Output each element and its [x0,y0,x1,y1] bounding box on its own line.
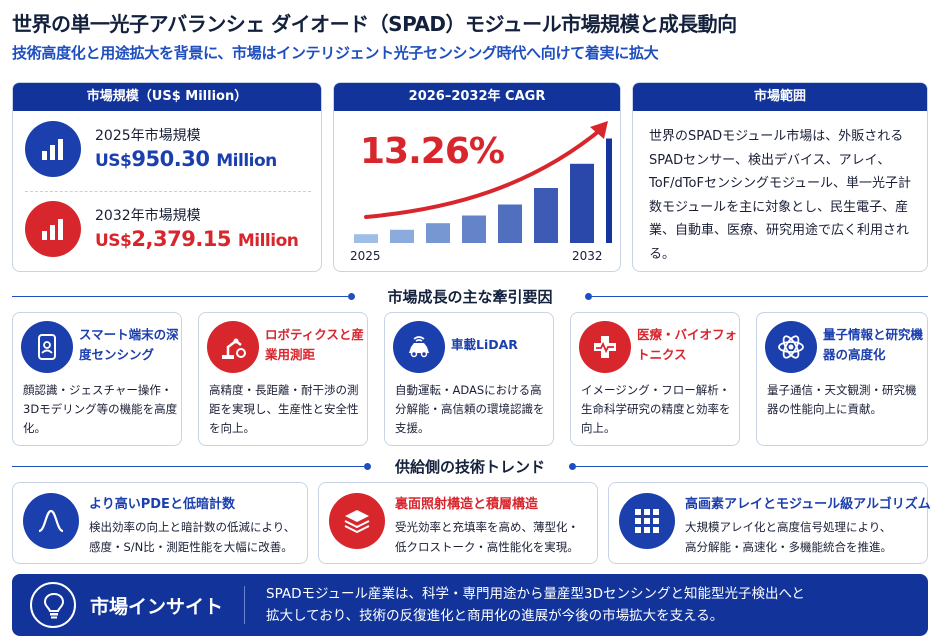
market-size-2025-value: US$950.30 Million [95,147,277,171]
tech-card-array: 高画素アレイとモジュール級アルゴリズム 大規模アレイ化と高度信号処理により、 高分… [608,482,931,564]
growth-arrow-head [590,121,608,139]
driver-card-medical: 医療・バイオフォトニクス イメージング・フロー解析・生命科学研究の精度と効率を向… [570,312,740,446]
robot-arm-icon [207,321,259,373]
tech-body: 大規模アレイ化と高度信号処理により、 高分解能・高速化・多機能統合を推進。 [685,520,892,554]
market-size-2025-row: 2025年市場規模 US$950.30 Million [25,117,315,187]
market-size-2032-row: 2032年市場規模 US$2,379.15 Million [25,197,315,267]
bar-chart-icon [25,121,81,177]
market-size-heading: 市場規模（US$ Million） [13,83,321,111]
bar-chart-icon [25,201,81,257]
cagr-bar [570,163,594,243]
driver-card-quantum: 量子情報と研究機器の高度化 量子通信・天文観測・研究機器の性能向上に貢献。 [756,312,928,446]
tech-title: 裏面照射構造と積層構造 [395,497,539,512]
market-size-2032-label: 2032年市場規模 [95,208,201,224]
market-scope-text: 世界のSPADモジュール市場は、外販されるSPADセンサー、検出デバイス、アレイ… [649,129,912,262]
cagr-start-year: 2025 [350,249,381,263]
tech-title: 高画素アレイとモジュール級アルゴリズム [685,497,931,512]
page-title: 世界の単一光子アバランシェ ダイオード（SPAD）モジュール市場規模と成長動向 [12,12,737,36]
drivers-heading-text: 市場成長の主な牽引要因 [387,288,553,306]
cagr-card: 2026–2032年 CAGR 13.26% 2025 2032 [333,82,621,272]
driver-title: ロボティクスと産業用測距 [265,327,364,362]
insight-title: 市場インサイト [90,596,224,618]
atom-icon [765,321,817,373]
tech-title: より高いPDEと低暗計数 [89,497,235,512]
driver-title: 量子情報と研究機器の高度化 [823,327,924,362]
cagr-end-year: 2032 [572,249,603,263]
car-lidar-icon [393,321,445,373]
driver-body: 高精度・長距離・耐干渉の測距を実現し、生産性と安全性を向上。 [209,383,359,435]
cagr-bar [498,204,522,243]
cagr-bar [354,234,378,243]
tech-body: 検出効率の向上と暗計数の低減により、 感度・S/N比・測距性能を大幅に改善。 [89,520,296,554]
tech-section-heading: 供給側の技術トレンド [12,456,928,476]
driver-title: 医療・バイオフォトニクス [637,327,738,362]
market-size-card: 市場規模（US$ Million） 2025年市場規模 US$950.30 Mi… [12,82,322,272]
page-subtitle: 技術高度化と用途拡大を背景に、市場はインテリジェント光子センシング時代へ向けて着… [12,44,659,62]
driver-card-robotics: ロボティクスと産業用測距 高精度・長距離・耐干渉の測距を実現し、生産性と安全性を… [198,312,368,446]
cagr-bar [534,188,558,243]
medical-cross-icon [579,321,631,373]
tech-card-bsi: 裏面照射構造と積層構造 受光効率と充填率を高め、薄型化・ 低クロストーク・高性能化… [318,482,598,564]
driver-card-smart-device: スマート端末の深度センシング 顔認識・ジェスチャー操作・3Dモデリング等の機能を… [12,312,182,446]
cagr-bar [462,215,486,243]
tech-heading-text: 供給側の技術トレンド [394,458,545,476]
cagr-bar [390,229,414,243]
driver-body: イメージング・フロー解析・生命科学研究の精度と効率を向上。 [581,383,731,435]
cagr-bar [606,138,612,243]
layers-icon [329,493,385,549]
market-size-2032-value: US$2,379.15 Million [95,227,299,251]
driver-title: 車載LiDAR [451,337,518,352]
cagr-growth-chart [354,121,612,243]
drivers-section-heading: 市場成長の主な牽引要因 [12,286,928,306]
market-size-divider [25,191,311,192]
driver-body: 自動運転・ADASにおける高分解能・高信頼の環境認識を支援。 [395,383,545,435]
tech-card-pde: より高いPDEと低暗計数 検出効率の向上と暗計数の低減により、 感度・S/N比・測… [12,482,308,564]
driver-body: 量子通信・天文観測・研究機器の性能向上に貢献。 [767,383,917,416]
market-size-2025-label: 2025年市場規模 [95,128,201,144]
cagr-heading: 2026–2032年 CAGR [334,83,620,111]
driver-body: 顔認識・ジェスチャー操作・3Dモデリング等の機能を高度化。 [23,383,178,435]
cagr-bar [426,223,450,243]
cagr-value: 13.26% [360,131,505,172]
growth-arrow-icon [364,125,606,219]
lightbulb-icon [30,582,76,628]
driver-title: スマート端末の深度センシング [79,327,179,362]
smartphone-face-icon [21,321,73,373]
market-scope-card: 市場範囲 世界のSPADモジュール市場は、外販されるSPADセンサー、検出デバイ… [632,82,928,272]
market-scope-heading: 市場範囲 [633,83,927,111]
market-insight-bar: 市場インサイト SPADモジュール産業は、科学・専門用途から量産型3Dセンシング… [12,574,928,636]
tech-body: 受光効率と充填率を高め、薄型化・ 低クロストーク・高性能化を実現。 [395,520,579,554]
pulse-peak-icon [23,493,79,549]
driver-card-lidar: 車載LiDAR 自動運転・ADASにおける高分解能・高信頼の環境認識を支援。 [384,312,554,446]
insight-text: SPADモジュール産業は、科学・専門用途から量産型3Dセンシングと知能型光子検出… [266,586,805,624]
insight-divider [244,586,245,624]
pixel-grid-icon [619,493,675,549]
